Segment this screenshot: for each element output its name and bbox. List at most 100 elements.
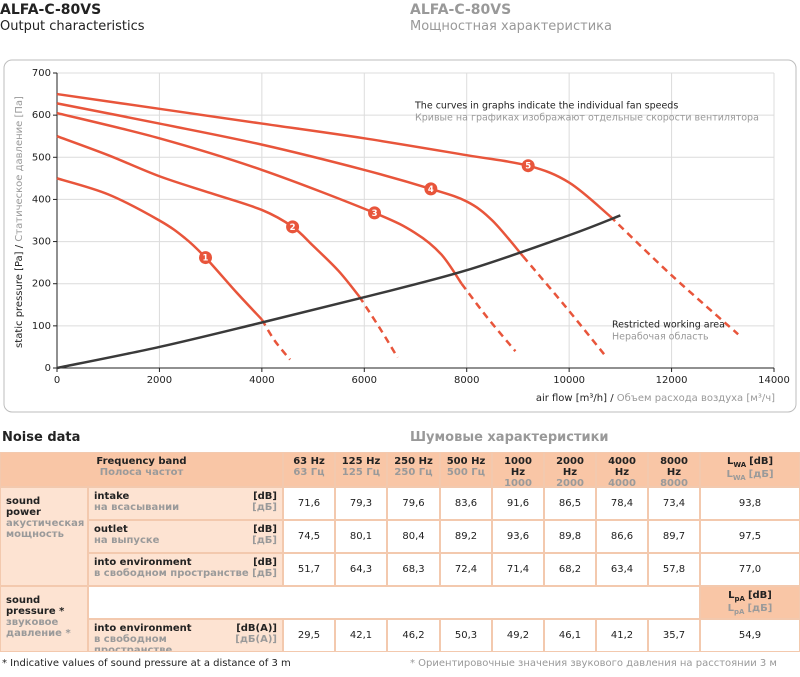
total-symbol-ru-sub: WA (732, 474, 746, 482)
band-ru: 8000 Гц (660, 478, 688, 487)
value-cell: 73,4 (648, 487, 700, 520)
y-axis-label: static pressure [Pa] / Статическое давле… (14, 96, 25, 348)
annotation-ru: Нерабочая область (612, 332, 709, 343)
row-name: outlet (94, 524, 128, 535)
group-name-ru: мощность (6, 529, 64, 540)
noise-title-ru: Шумовые характеристики (410, 430, 609, 445)
band-header: Frequency band Полоса частот (0, 452, 283, 487)
group-label: sound pressure * звуковое давление * (0, 586, 88, 652)
y-tick-label: 500 (32, 152, 51, 163)
group-name: sound (6, 595, 41, 606)
value: 89,7 (662, 531, 686, 542)
annotation-ru: Кривые на графиках изображают отдельные … (415, 113, 759, 124)
value: 57,8 (662, 564, 686, 575)
curve-label: 5 (525, 162, 531, 172)
row-unit-ru: [дБ] (252, 535, 277, 546)
total-symbol-unit: [dB] (749, 456, 774, 467)
series-line (460, 282, 517, 352)
total-symbol-main: L (728, 590, 735, 601)
series-line (56, 177, 263, 321)
band: 4000 Hz (608, 456, 636, 478)
band-cell: 63 Hz 63 Гц (283, 452, 335, 487)
total-symbol-ru: LpA [дБ] (706, 603, 794, 616)
value: 83,6 (454, 498, 478, 509)
value-cell: 80,1 (335, 520, 387, 553)
band: 250 Hz (394, 456, 433, 467)
value-cell: 72,4 (440, 553, 492, 586)
total-symbol-ru-unit: [дБ] (747, 603, 773, 614)
total-symbol-sub: pA (734, 595, 745, 603)
value-cell: 74,5 (283, 520, 335, 553)
value-cell: 71,6 (283, 487, 335, 520)
x-label-en: air flow [m³/h] / (536, 393, 614, 404)
value-cell: 78,4 (596, 487, 648, 520)
curve-label-dot (368, 206, 382, 220)
series-line (56, 214, 621, 370)
value: 79,3 (349, 498, 373, 509)
curve-label: 3 (372, 209, 378, 219)
value: 86,6 (610, 531, 634, 542)
curve-label-dot (199, 251, 213, 265)
total-symbol-ru-unit: [дБ] (748, 469, 774, 480)
group-name: power (6, 507, 41, 518)
value: 71,6 (297, 498, 321, 509)
total-symbol-main: L (726, 456, 734, 467)
value-cell: 64,3 (335, 553, 387, 586)
row-unit: [dB] (253, 491, 277, 502)
series-line (609, 215, 739, 336)
series-line (358, 295, 399, 359)
band-cell: 125 Hz 125 Гц (335, 452, 387, 487)
row-unit: [dB] (253, 524, 277, 535)
curve-label-dot (424, 182, 438, 196)
value: 93,6 (506, 531, 530, 542)
total-cell: 93,8 (700, 487, 800, 520)
value: 80,1 (349, 531, 373, 542)
row-name-ru: в свободном пространстве (94, 634, 173, 652)
value: 63,4 (610, 564, 634, 575)
curve-label-dot (286, 220, 300, 234)
value-cell: 89,2 (440, 520, 492, 553)
value: 73,4 (662, 498, 686, 509)
value: 89,2 (454, 531, 478, 542)
band: 8000 Hz (660, 456, 688, 478)
subtitle-ru: Мощностная характеристика (410, 19, 612, 34)
total-symbol-ru: LWA [дБ] (706, 469, 794, 482)
blank-row (88, 586, 700, 619)
group-name-ru: акустическая (6, 518, 85, 529)
value-cell: 89,8 (544, 520, 596, 553)
row-unit-ru: [дБ(А)] (235, 634, 277, 645)
value-cell: 46,1 (544, 619, 596, 652)
value-cell: 79,3 (335, 487, 387, 520)
value: 71,4 (506, 564, 530, 575)
band-cell: 500 Hz 500 Гц (440, 452, 492, 487)
x-tick-label: 8000 (454, 375, 479, 386)
noise-title: Noise data (2, 430, 81, 445)
group-name-ru: звуковое (6, 617, 59, 628)
total-cell: 97,5 (700, 520, 800, 553)
value-cell: 68,3 (387, 553, 440, 586)
value-cell: 93,6 (492, 520, 544, 553)
y-tick-label: 0 (45, 363, 51, 374)
value-cell: 35,7 (648, 619, 700, 652)
band-ru: 63 Гц (293, 467, 325, 478)
row-name: into environment (94, 557, 192, 568)
value: 46,2 (402, 630, 425, 641)
x-tick-label: 10000 (553, 375, 585, 386)
y-tick-label: 700 (32, 68, 51, 79)
total-value: 77,0 (738, 564, 762, 575)
row-unit-ru: [дБ] (252, 502, 277, 513)
value-cell: 50,3 (440, 619, 492, 652)
total-symbol-unit: [dB] (747, 590, 772, 601)
value-cell: 91,6 (492, 487, 544, 520)
total-value: 93,8 (738, 498, 762, 509)
band-cell: 250 Hz 250 Гц (387, 452, 440, 487)
y-label-ru: Статическое давление [Па] (14, 96, 25, 245)
chart: static pressure [Pa] / Статическое давле… (3, 59, 797, 413)
x-axis-label: air flow [m³/h] / Объем расхода воздуха … (536, 393, 775, 404)
y-tick-label: 200 (32, 279, 51, 290)
